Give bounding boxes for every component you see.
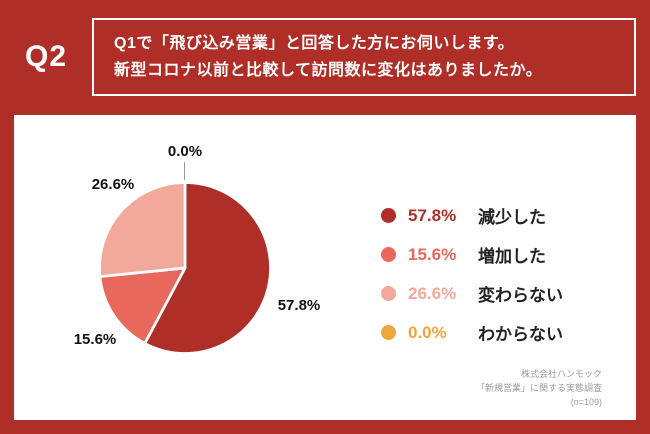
pie-svg [98,181,272,355]
legend-percentage: 15.6% [408,244,457,264]
question-line-1: Q1で「飛び込み営業」と回答した方にお伺いします。 [114,34,515,52]
chart-card: 0.0% 26.6% 15.6% 57.8% 57.8% 減少した 15.6% … [14,115,636,420]
question-number: Q2 [24,40,68,73]
legend-percentage: 57.8% [408,205,457,225]
legend-percentage: 26.6% [408,283,457,303]
source-line-1: 株式会社ハンモック [520,369,602,380]
pie-label-wakaranai: 0.0% [167,143,203,160]
legend-row: 0.0% わからない [381,320,563,345]
leader-line [184,162,185,180]
legend-label: 変わらない [478,286,563,305]
pie-chart [95,178,275,358]
legend-row: 26.6% 変わらない [381,281,563,306]
pie-slice-0 [143,181,272,355]
legend-label: 増加した [478,247,546,266]
source-line-2: 「新規営業」に関する実態調査 [475,383,602,394]
legend-label: 減少した [478,208,546,227]
legend-row: 57.8% 減少した [381,203,563,228]
legend-dot [381,325,396,340]
legend-percentage: 0.0% [408,322,447,342]
header: Q2 Q1で「飛び込み営業」と回答した方にお伺いします。 新型コロナ以前と比較し… [14,17,636,97]
source-line-3: (n=109) [570,397,602,408]
question-line-2: 新型コロナ以前と比較して訪問数に変化はありましたか。 [114,62,543,79]
pie-slice-2 [98,181,187,278]
legend: 57.8% 減少した 15.6% 増加した 26.6% 変わらない 0.0% わ… [381,203,563,359]
source-note: 株式会社ハンモック 「新規営業」に関する実態調査 (n=109) [476,368,602,410]
legend-label: わからない [478,325,563,344]
pie-slice-1 [98,266,187,345]
legend-dot [381,247,396,262]
legend-dot [381,208,396,223]
pie-label-kawaranai: 26.6% [91,176,135,193]
pie-label-zoukashita: 15.6% [73,331,117,348]
question-box: Q1で「飛び込み営業」と回答した方にお伺いします。 新型コロナ以前と比較して訪問… [92,17,636,97]
legend-row: 15.6% 増加した [381,242,563,267]
legend-dot [381,286,396,301]
pie-label-genshoushita: 57.8% [277,297,321,314]
